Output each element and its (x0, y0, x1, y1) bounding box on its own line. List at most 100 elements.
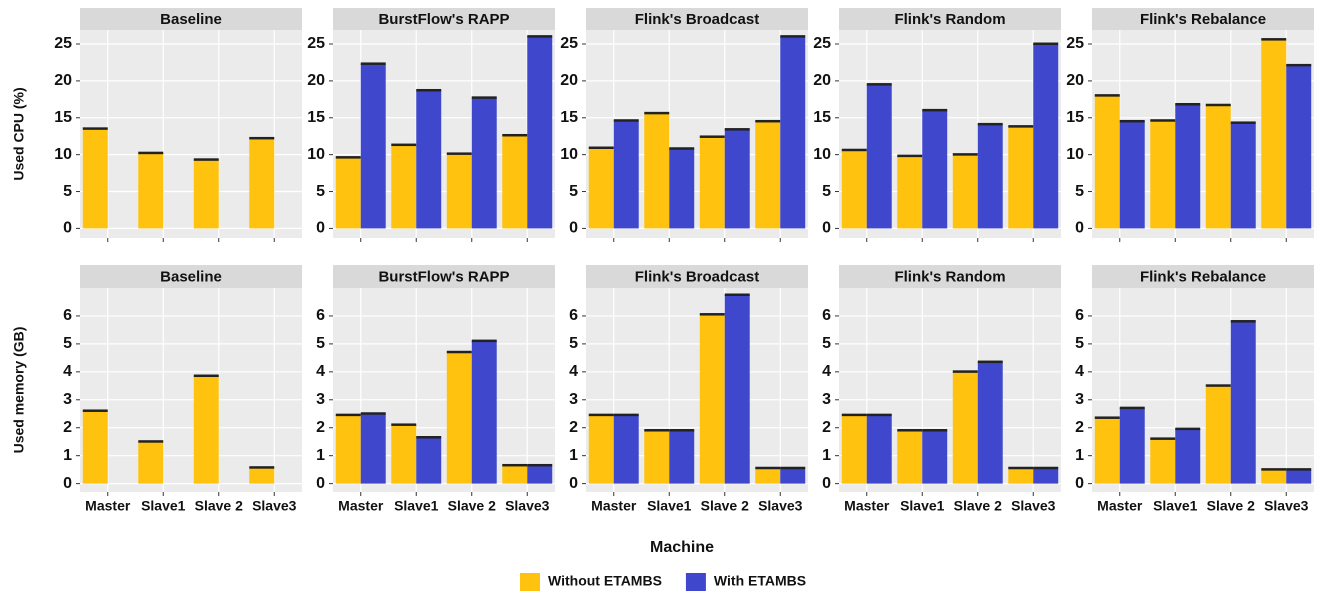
bar-cap (897, 429, 923, 432)
bar (527, 36, 553, 229)
bar (866, 415, 892, 484)
y-tick-label: 25 (54, 35, 72, 52)
bar (1205, 385, 1231, 484)
bar-cap (866, 413, 892, 417)
y-tick-label: 4 (822, 363, 831, 380)
bar (669, 430, 695, 484)
bar-cap (1033, 466, 1059, 470)
bar-cap (249, 136, 275, 140)
y-tick-label: 20 (560, 72, 578, 89)
bar-cap (138, 440, 164, 443)
bar-cap (1150, 119, 1176, 122)
y-tick-label: 15 (307, 109, 325, 126)
x-tick-label: Slave 2 (954, 498, 1002, 514)
y-tick-label: 6 (1075, 307, 1084, 324)
y-tick-label: 25 (307, 35, 325, 52)
y-tick-label: 1 (63, 447, 72, 464)
bar (502, 465, 528, 484)
legend-label: With ETAMBS (714, 573, 806, 589)
bar-cap (1150, 437, 1176, 440)
bar-cap (1119, 119, 1145, 123)
bar (755, 121, 781, 229)
strip (333, 8, 555, 30)
bar-cap (977, 360, 1003, 364)
bar-cap (588, 146, 614, 150)
bar-cap (1261, 468, 1287, 471)
bar-cap (335, 156, 361, 159)
x-tick-label: Slave3 (1264, 498, 1309, 514)
bar-cap (755, 466, 781, 470)
bar (841, 415, 867, 484)
y-tick-label: 1 (822, 447, 831, 464)
bar (1008, 468, 1034, 484)
panel-title: BurstFlow's RAPP (378, 11, 509, 28)
y-tick-label: 10 (813, 146, 831, 163)
bar (1261, 469, 1287, 484)
x-tick-label: Slave 2 (1207, 498, 1255, 514)
bar (780, 36, 806, 229)
y-tick-label: 5 (316, 335, 325, 352)
bar-cap (724, 128, 750, 131)
bar (1150, 438, 1176, 484)
panel-title: BurstFlow's RAPP (378, 268, 509, 285)
bar (446, 352, 472, 484)
y-tick-label: 1 (1075, 447, 1084, 464)
bar (977, 124, 1003, 229)
bar-cap (613, 413, 639, 417)
bar-cap (1261, 38, 1287, 41)
bar-cap (699, 135, 725, 138)
bar (391, 424, 417, 484)
legend-swatch (685, 573, 706, 591)
x-tick-label: Master (844, 498, 890, 514)
bar (360, 63, 386, 229)
bar (249, 467, 275, 484)
bar-cap (1205, 384, 1231, 387)
bar (724, 129, 750, 229)
bar (138, 441, 164, 484)
bar-cap (922, 429, 948, 432)
bar-cap (699, 313, 725, 316)
bar-cap (360, 62, 386, 65)
bar (588, 415, 614, 484)
bar-cap (669, 429, 695, 432)
bar-cap (841, 148, 867, 152)
bar (527, 465, 553, 484)
y-tick-label: 0 (822, 475, 831, 492)
bar (1150, 120, 1176, 229)
panel-title: Baseline (160, 11, 222, 28)
bar (1094, 95, 1120, 229)
y-tick-label: 2 (1075, 419, 1084, 436)
bar (922, 430, 948, 484)
y-tick-label: 5 (822, 335, 831, 352)
panel-title: Flink's Random (894, 268, 1005, 285)
y-tick-label: 3 (1075, 391, 1084, 408)
bar (335, 157, 361, 229)
y-axis-label: Used CPU (%) (11, 87, 27, 180)
panel-title: Flink's Broadcast (635, 268, 759, 285)
y-axis-label: Used memory (GB) (11, 327, 27, 454)
bar (952, 371, 978, 484)
bar (724, 294, 750, 484)
bar (360, 413, 386, 484)
bar (193, 159, 219, 229)
y-tick-label: 10 (307, 146, 325, 163)
y-tick-label: 5 (822, 183, 831, 200)
strip (1092, 8, 1314, 30)
bar (193, 376, 219, 484)
bar (780, 468, 806, 484)
y-tick-label: 10 (54, 146, 72, 163)
bar (1119, 121, 1145, 229)
bar (471, 341, 497, 484)
bar (502, 135, 528, 229)
bar-cap (391, 143, 417, 147)
panel-title: Flink's Rebalance (1140, 268, 1266, 285)
bar-cap (527, 35, 553, 38)
x-tick-label: Slave 2 (448, 498, 496, 514)
bar (416, 90, 442, 229)
y-tick-label: 3 (316, 391, 325, 408)
strip (80, 265, 302, 288)
bar-cap (446, 152, 472, 155)
bar-cap (669, 147, 695, 150)
legend-label: Without ETAMBS (548, 573, 662, 589)
y-tick-label: 0 (316, 220, 325, 237)
